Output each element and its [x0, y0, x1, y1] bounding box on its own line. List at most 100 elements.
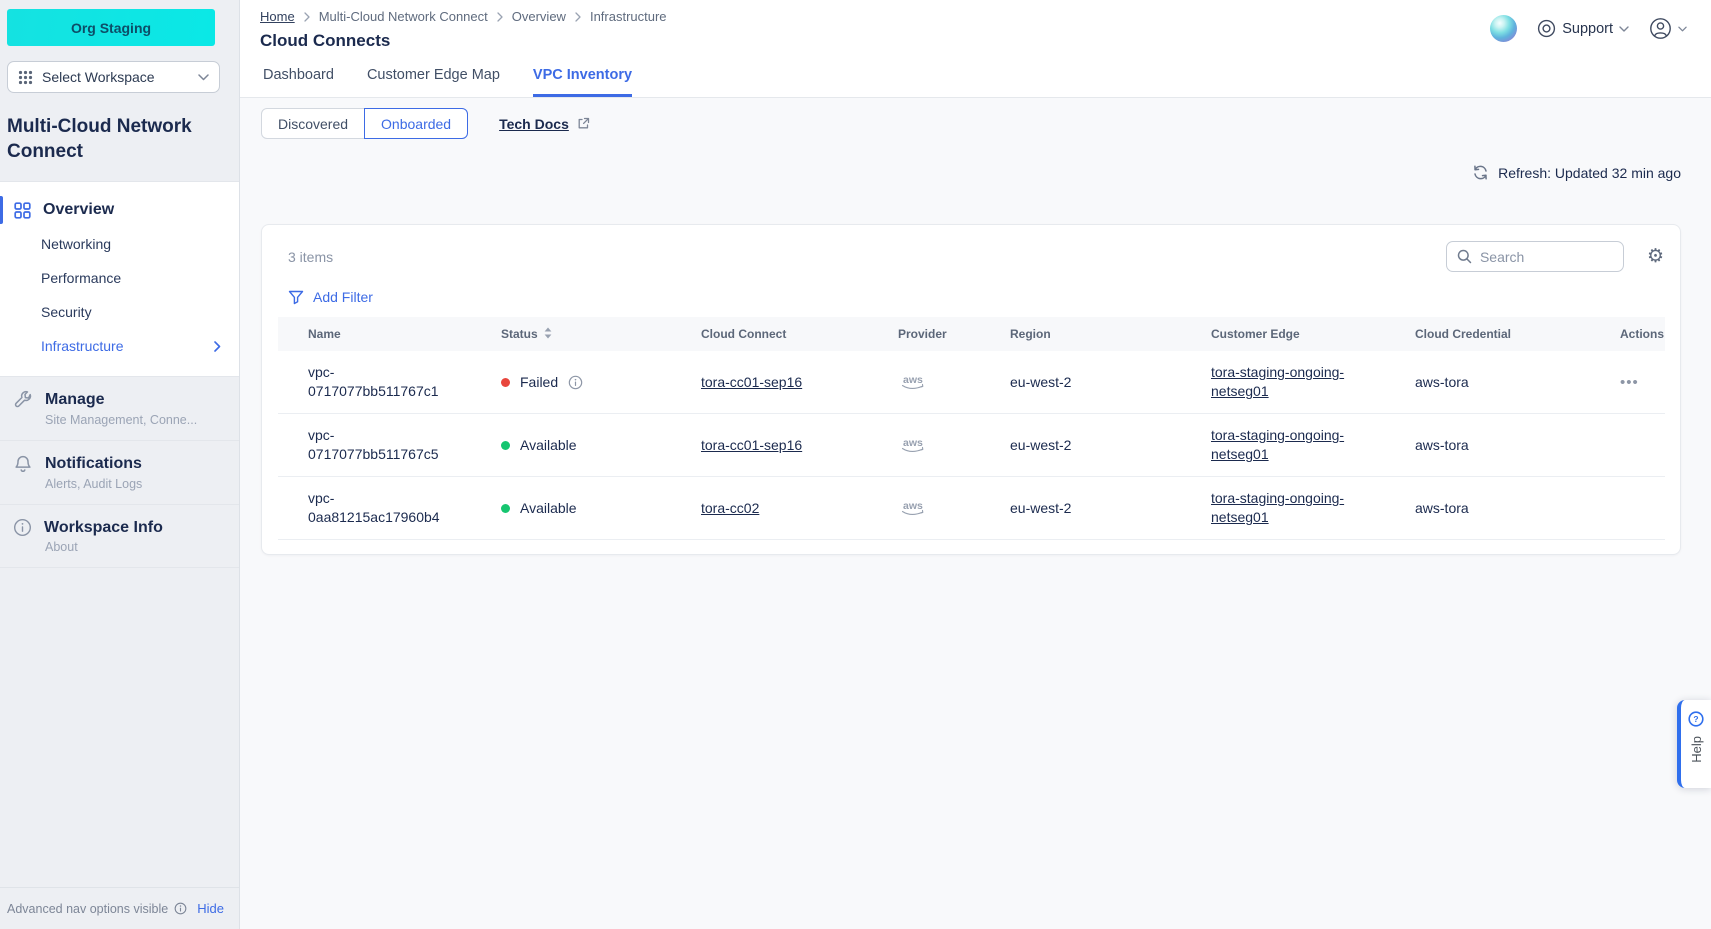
bell-icon	[13, 454, 33, 474]
assistant-orb-icon[interactable]	[1490, 15, 1518, 42]
search-input[interactable]	[1479, 248, 1613, 265]
customer-edge-link[interactable]: tora-staging-ongoing-netseg01	[1211, 427, 1345, 462]
breadcrumb: Home Multi-Cloud Network Connect Overvie…	[260, 9, 667, 24]
breadcrumb-current: Infrastructure	[589, 9, 667, 24]
grid-dots-icon	[18, 70, 33, 85]
tech-docs-link[interactable]: Tech Docs	[499, 116, 590, 132]
column-status[interactable]: Status	[471, 317, 671, 351]
view-toggle-row: Discovered Onboarded Tech Docs	[261, 108, 1681, 139]
customer-edge-link[interactable]: tora-staging-ongoing-netseg01	[1211, 490, 1345, 525]
sidebar-item-security[interactable]: Security	[41, 304, 92, 320]
cloud-connect-link[interactable]: tora-cc01-sep16	[701, 436, 803, 453]
sidebar-item-overview[interactable]: Overview	[0, 193, 239, 227]
info-icon	[174, 902, 187, 915]
overview-grid-icon	[14, 201, 31, 219]
region-cell: eu-west-2	[980, 351, 1181, 414]
breadcrumb-item[interactable]: Overview	[511, 9, 566, 24]
breadcrumb-separator-icon	[304, 11, 310, 22]
sidebar-app-title: Multi-Cloud Network Connect	[7, 116, 192, 162]
column-name: Name	[278, 317, 471, 351]
tab-customer-edge-map[interactable]: Customer Edge Map	[366, 67, 500, 83]
chevron-down-icon	[1619, 25, 1629, 32]
column-provider: Provider	[868, 317, 980, 351]
advanced-nav-text: Advanced nav options visible	[7, 901, 169, 916]
table-row: vpc-0aa81215ac17960b4 Available tora-cc0…	[278, 476, 1665, 540]
org-staging-button[interactable]: Org Staging	[7, 9, 215, 46]
onboarded-toggle-button[interactable]: Onboarded	[364, 108, 469, 139]
help-label: Help	[1688, 736, 1704, 763]
external-link-icon	[577, 117, 590, 130]
sidebar-footer: Advanced nav options visible Hide	[0, 887, 239, 929]
vpc-name: vpc-0aa81215ac17960b4	[278, 476, 471, 540]
sidebar-item-workspace-info[interactable]: Workspace Info About	[0, 505, 239, 568]
vpc-table: Name Status Cloud Connect Provider Regio…	[278, 317, 1665, 540]
workspace-selector[interactable]: Select Workspace	[7, 61, 220, 93]
svg-text:aws: aws	[903, 437, 923, 449]
cloud-connect-link[interactable]: tora-cc01-sep16	[701, 373, 803, 390]
cloud-connect-link[interactable]: tora-cc02	[701, 499, 760, 516]
column-customer-edge: Customer Edge	[1181, 317, 1385, 351]
refresh-label: Refresh: Updated 32 min ago	[1498, 164, 1681, 181]
user-menu[interactable]	[1649, 17, 1687, 40]
help-tab[interactable]: ? Help	[1677, 700, 1711, 788]
page-title: Cloud Connects	[260, 31, 391, 50]
header-left: Home Multi-Cloud Network Connect Overvie…	[260, 9, 667, 51]
support-menu[interactable]: Support	[1537, 19, 1629, 38]
chevron-down-icon	[198, 73, 209, 81]
row-actions-menu[interactable]: •••	[1600, 351, 1665, 414]
info-icon[interactable]	[568, 375, 583, 390]
svg-text:?: ?	[1693, 714, 1698, 724]
support-label: Support	[1562, 20, 1613, 37]
column-cloud-credential: Cloud Credential	[1385, 317, 1600, 351]
status-text: Available	[520, 436, 577, 453]
column-region: Region	[980, 317, 1181, 351]
discovered-toggle-button[interactable]: Discovered	[261, 108, 366, 139]
notifications-label: Notifications	[45, 455, 142, 472]
breadcrumb-item[interactable]: Multi-Cloud Network Connect	[318, 9, 488, 24]
tab-dashboard[interactable]: Dashboard	[263, 67, 334, 83]
row-actions-menu[interactable]	[1600, 413, 1665, 477]
hide-nav-button[interactable]: Hide	[197, 901, 224, 916]
info-icon	[13, 518, 32, 537]
refresh-control[interactable]: Refresh: Updated 32 min ago	[261, 164, 1681, 181]
topbar: Home Multi-Cloud Network Connect Overvie…	[240, 0, 1711, 98]
sidebar-item-notifications[interactable]: Notifications Alerts, Audit Logs	[0, 441, 239, 505]
status-dot-available	[501, 440, 510, 450]
funnel-icon	[288, 290, 304, 305]
help-question-icon: ?	[1688, 711, 1704, 727]
tab-vpc-inventory[interactable]: VPC Inventory	[532, 67, 633, 97]
svg-text:aws: aws	[903, 374, 923, 386]
sidebar-spacer	[0, 568, 239, 887]
gear-icon[interactable]: ⚙	[1646, 245, 1664, 267]
customer-edge-link[interactable]: tora-staging-ongoing-netseg01	[1211, 364, 1345, 399]
sidebar-item-manage[interactable]: Manage Site Management, Conne...	[0, 377, 239, 441]
breadcrumb-separator-icon	[497, 11, 503, 22]
content-area: Discovered Onboarded Tech Docs	[240, 98, 1711, 555]
chevron-down-icon	[1678, 26, 1687, 32]
add-filter-button[interactable]: Add Filter	[288, 289, 1664, 305]
sidebar-item-networking[interactable]: Networking	[41, 236, 112, 252]
sort-icon[interactable]	[544, 327, 552, 339]
row-actions-menu[interactable]	[1600, 476, 1665, 540]
main-area: Home Multi-Cloud Network Connect Overvie…	[240, 0, 1711, 929]
wrench-icon	[13, 390, 33, 410]
breadcrumb-home[interactable]: Home	[260, 9, 295, 24]
svg-text:aws: aws	[903, 500, 923, 512]
chevron-right-icon	[214, 340, 221, 352]
search-icon	[1457, 249, 1472, 264]
provider-cell: aws	[868, 351, 980, 414]
active-indicator-bar	[0, 196, 3, 224]
user-avatar-icon	[1649, 17, 1672, 40]
tech-docs-label: Tech Docs	[499, 115, 569, 132]
status-dot-failed	[501, 377, 510, 387]
status-dot-available	[501, 503, 510, 513]
vpc-name: vpc-0717077bb511767c1	[278, 351, 471, 414]
sidebar-item-infrastructure[interactable]: Infrastructure	[0, 329, 239, 363]
cloud-credential-cell: aws-tora	[1385, 413, 1600, 477]
region-cell: eu-west-2	[980, 413, 1181, 477]
sidebar-item-label: Infrastructure	[41, 338, 124, 354]
cloud-credential-cell: aws-tora	[1385, 351, 1600, 414]
sidebar: Org Staging Select Workspace Multi-Cloud…	[0, 0, 240, 929]
sidebar-item-performance[interactable]: Performance	[41, 270, 122, 286]
